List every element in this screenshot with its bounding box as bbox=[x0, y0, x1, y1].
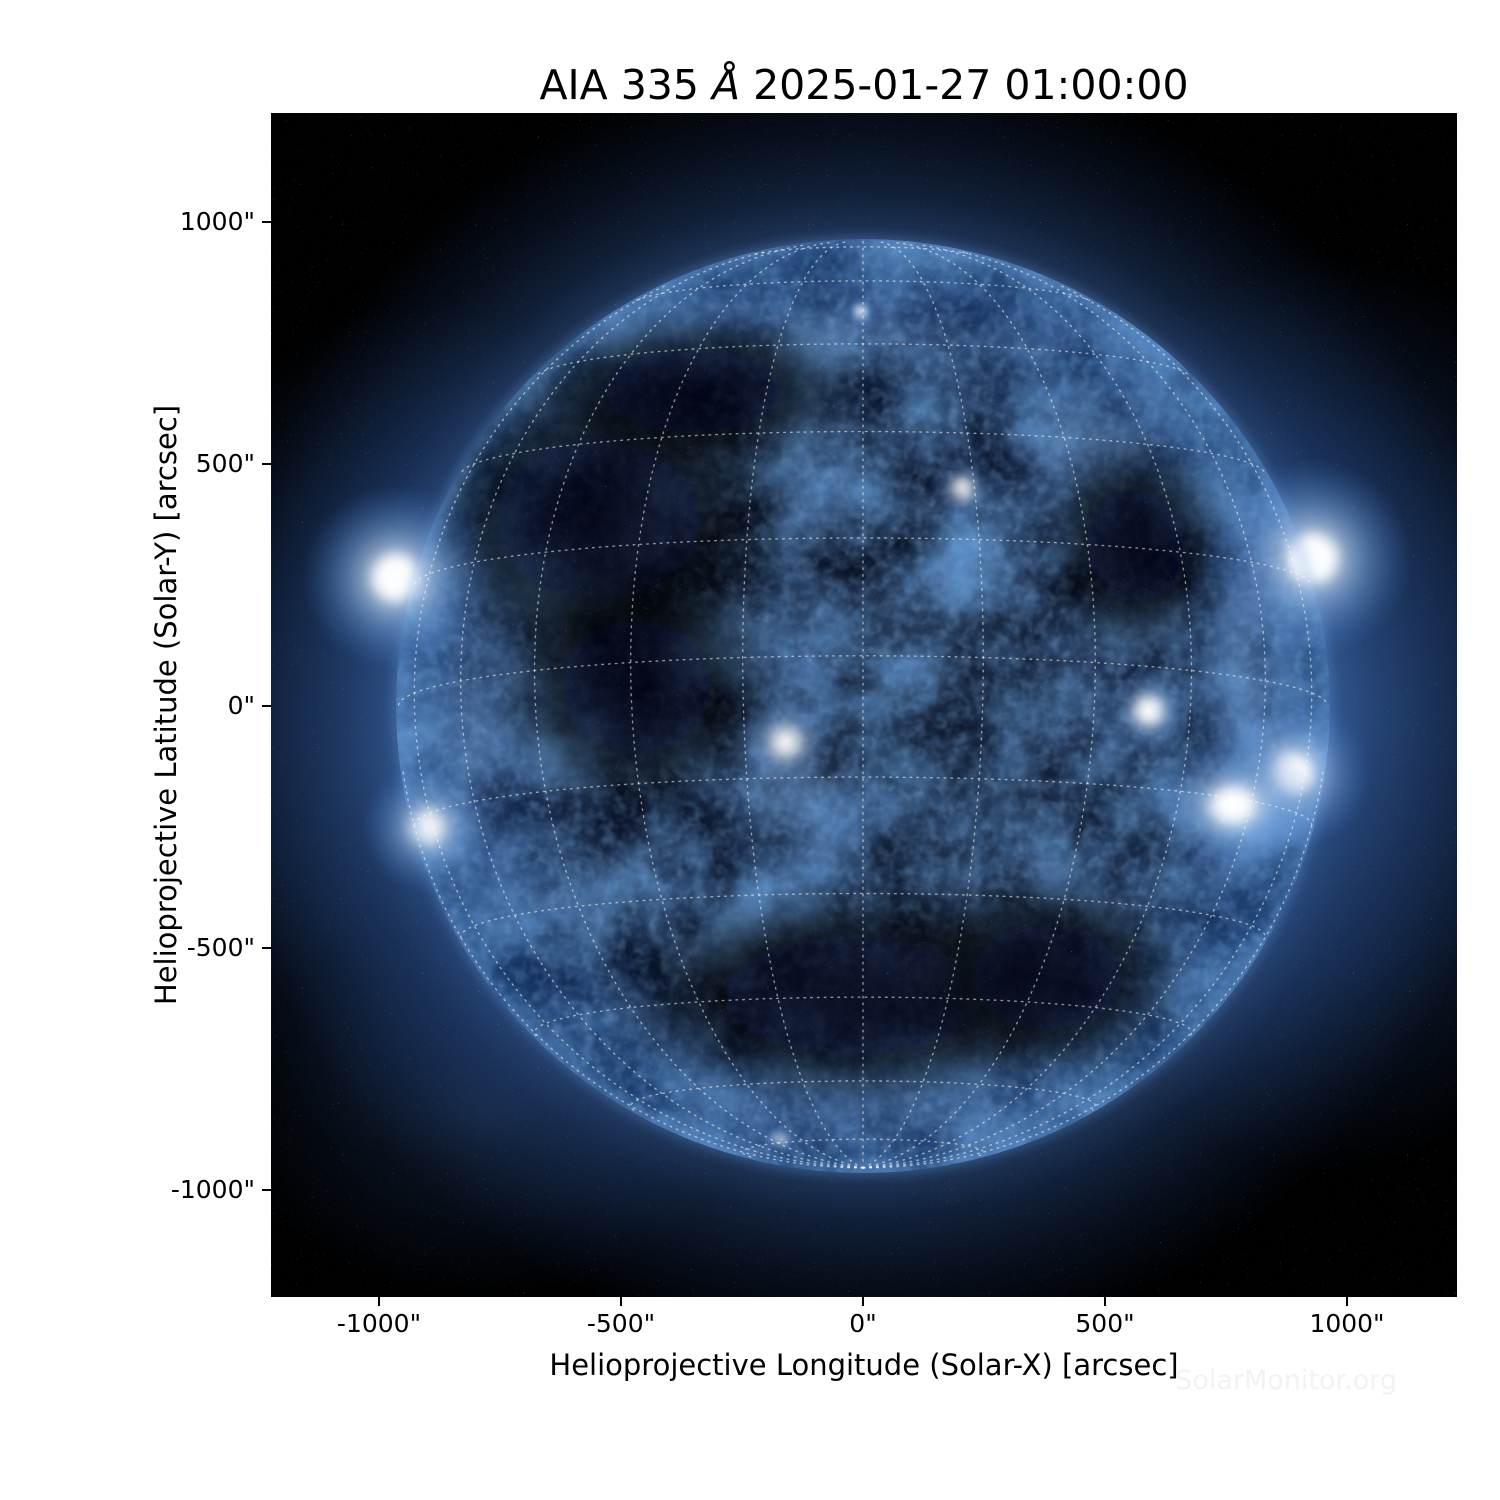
y-tick-label: 500" bbox=[195, 449, 255, 478]
x-axis-label: Helioprojective Longitude (Solar-X) [arc… bbox=[549, 1348, 1179, 1382]
grid-longitude-line bbox=[862, 769, 1324, 1169]
y-tick-label: -500" bbox=[186, 933, 255, 962]
y-axis-label: Helioprojective Latitude (Solar-Y) [arcs… bbox=[149, 404, 183, 1006]
grid-longitude-line bbox=[402, 769, 864, 1169]
plot-title: AIA 335 Å 2025-01-27 01:00:00 bbox=[271, 62, 1457, 108]
title-datetime: 2025-01-27 01:00:00 bbox=[740, 61, 1189, 109]
x-tick-label: -500" bbox=[586, 1309, 656, 1338]
y-tick-mark bbox=[262, 1189, 271, 1191]
x-tick-mark bbox=[1346, 1297, 1348, 1306]
solar-image bbox=[271, 113, 1457, 1297]
grid-longitude-line bbox=[629, 241, 864, 1169]
grid-latitude-line bbox=[460, 892, 1266, 939]
x-tick-mark bbox=[862, 1297, 864, 1306]
grid-latitude-line bbox=[414, 537, 1312, 585]
heliographic-grid bbox=[397, 240, 1329, 1169]
grid-longitude-line bbox=[862, 244, 1193, 1169]
y-tick-mark bbox=[262, 221, 271, 223]
x-tick-mark bbox=[1104, 1297, 1106, 1306]
x-tick-mark bbox=[620, 1297, 622, 1306]
y-tick-label: -1000" bbox=[170, 1175, 255, 1204]
y-tick-label: 0" bbox=[227, 691, 255, 720]
x-tick-mark bbox=[378, 1297, 380, 1306]
grid-longitude-line bbox=[862, 284, 1313, 1169]
grid-longitude-line bbox=[413, 284, 864, 1169]
grid-latitude-line bbox=[630, 1080, 1096, 1111]
grid-latitude-line bbox=[413, 776, 1313, 826]
solarmonitor-watermark: SolarMonitor.org bbox=[1175, 1365, 1397, 1396]
y-tick-mark bbox=[262, 705, 271, 707]
grid-latitude-line bbox=[533, 996, 1193, 1037]
grid-latitude-line bbox=[461, 430, 1265, 472]
image-noise-grain bbox=[271, 113, 1457, 1297]
y-tick-mark bbox=[262, 463, 271, 465]
grid-longitude-line bbox=[862, 241, 1097, 1169]
x-tick-label: -1000" bbox=[336, 1309, 422, 1338]
x-tick-label: 1000" bbox=[1309, 1309, 1385, 1338]
title-instrument: AIA 335 bbox=[539, 61, 712, 109]
solar-image-plot: SolarMonitor.org bbox=[271, 113, 1457, 1396]
x-tick-label: 500" bbox=[1075, 1309, 1135, 1338]
y-tick-label: 1000" bbox=[179, 207, 255, 236]
grid-longitude-line bbox=[533, 244, 864, 1169]
grid-latitude-line bbox=[635, 280, 1091, 301]
title-angstrom-symbol: Å bbox=[711, 61, 741, 109]
x-tick-label: 0" bbox=[849, 1309, 877, 1338]
y-tick-mark bbox=[262, 947, 271, 949]
